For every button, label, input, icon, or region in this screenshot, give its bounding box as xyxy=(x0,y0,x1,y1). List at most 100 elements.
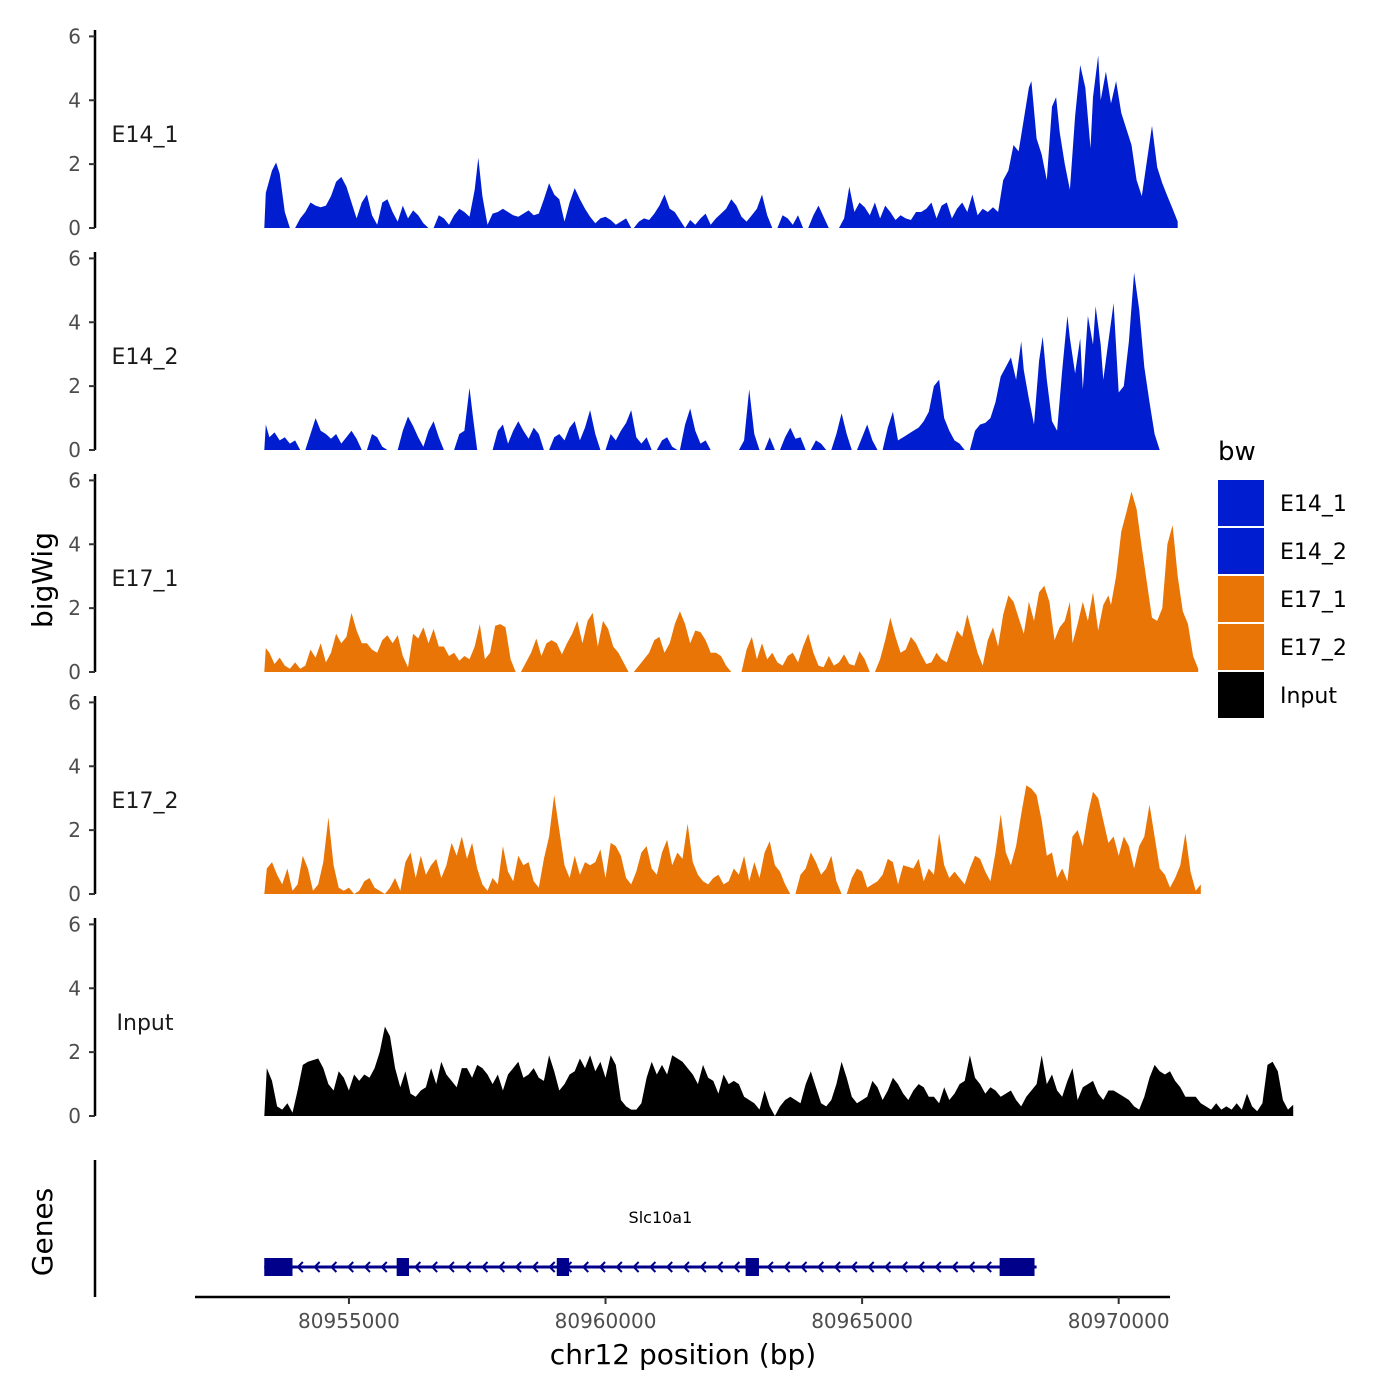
track-label-e17-1: E17_1 xyxy=(112,567,179,592)
y-tick-label: 2 xyxy=(68,152,81,176)
strand-arrow xyxy=(497,1261,506,1273)
legend-swatch-input xyxy=(1218,672,1264,718)
coverage-area-e17-2 xyxy=(264,785,1201,894)
strand-arrow xyxy=(833,1261,841,1273)
strand-arrow xyxy=(884,1261,892,1273)
coverage-area-e14-1 xyxy=(264,55,1178,228)
legend-swatch-e17-2 xyxy=(1218,624,1264,670)
strand-arrow xyxy=(934,1261,942,1273)
track-e17-1: 0 2 4 6 E17_1 xyxy=(68,468,1199,684)
exon-block xyxy=(999,1258,1035,1276)
y-tick-label: 4 xyxy=(68,976,81,1000)
strand-arrow xyxy=(716,1261,724,1273)
legend-swatch-e14-2 xyxy=(1218,528,1264,574)
strand-arrow xyxy=(917,1261,925,1273)
y-axis-title: bigWig xyxy=(26,532,59,628)
y-tick-label: 2 xyxy=(68,818,81,842)
strand-arrow xyxy=(430,1261,438,1273)
legend-label-e17-2: E17_2 xyxy=(1280,636,1347,661)
y-tick-label: 2 xyxy=(68,596,81,620)
legend-label-e14-2: E14_2 xyxy=(1280,540,1347,565)
strand-arrow xyxy=(800,1261,808,1273)
strand-arrow xyxy=(699,1261,707,1273)
strand-arrow xyxy=(766,1261,774,1273)
strand-arrow xyxy=(313,1261,321,1273)
track-e17-2: 0 2 4 6 E17_2 xyxy=(68,690,1201,906)
strand-arrow xyxy=(984,1261,992,1273)
strand-arrow xyxy=(816,1261,825,1273)
gene-name-label: Slc10a1 xyxy=(629,1208,693,1227)
track-e14-2: 0 2 4 6 E14_2 xyxy=(68,246,1160,462)
x-tick-label: 80960000 xyxy=(555,1309,657,1333)
legend-label-input: Input xyxy=(1280,684,1337,709)
strand-arrow xyxy=(682,1261,690,1273)
track-label-input: Input xyxy=(117,1011,174,1036)
track-e14-1: 0 2 4 6 E14_1 xyxy=(68,24,1178,240)
y-tick-label: 6 xyxy=(68,246,81,270)
y-tick-label: 4 xyxy=(68,88,81,112)
strand-arrow xyxy=(900,1261,908,1273)
strand-arrow xyxy=(951,1261,959,1273)
y-tick-label: 2 xyxy=(68,1040,81,1064)
y-tick-label: 0 xyxy=(68,660,81,684)
legend-swatch-e14-1 xyxy=(1218,480,1264,526)
strand-arrow xyxy=(548,1261,556,1273)
strand-arrow xyxy=(649,1261,657,1273)
strand-arrow xyxy=(783,1261,791,1273)
strand-arrow xyxy=(867,1261,875,1273)
x-tick-label: 80970000 xyxy=(1068,1309,1170,1333)
legend-swatch-e17-1 xyxy=(1218,576,1264,622)
strand-arrow xyxy=(464,1261,472,1273)
track-label-e14-1: E14_1 xyxy=(112,123,179,148)
y-tick-label: 4 xyxy=(68,310,81,334)
y-tick-label: 6 xyxy=(68,690,81,714)
exon-block xyxy=(396,1258,409,1276)
track-label-e17-2: E17_2 xyxy=(112,789,179,814)
x-tick-label: 80955000 xyxy=(298,1309,400,1333)
y-tick-label: 0 xyxy=(68,1104,81,1128)
y-tick-label: 2 xyxy=(68,374,81,398)
strand-arrow xyxy=(632,1261,640,1273)
y-tick-label: 4 xyxy=(68,754,81,778)
strand-arrow xyxy=(615,1261,623,1273)
strand-arrow xyxy=(363,1261,371,1273)
y-tick-label: 0 xyxy=(68,216,81,240)
strand-arrow xyxy=(732,1261,741,1273)
strand-arrow xyxy=(346,1261,354,1273)
strand-arrow xyxy=(598,1261,606,1273)
y-tick-label: 0 xyxy=(68,438,81,462)
strand-arrow xyxy=(850,1261,858,1273)
legend: bw E14_1 E14_2 E17_1 E17_2 Input xyxy=(1218,437,1347,718)
strand-arrow xyxy=(330,1261,338,1273)
exon-block xyxy=(264,1258,293,1276)
strand-arrow xyxy=(581,1261,589,1273)
coverage-area-e14-2 xyxy=(264,272,1160,450)
strand-arrow xyxy=(447,1261,455,1273)
strand-arrow xyxy=(380,1261,388,1273)
x-tick-label: 80965000 xyxy=(811,1309,913,1333)
y-tick-label: 6 xyxy=(68,912,81,936)
strand-arrow xyxy=(413,1261,422,1273)
x-axis-title: chr12 position (bp) xyxy=(550,1338,816,1371)
strand-arrow xyxy=(296,1261,304,1273)
strand-arrow xyxy=(481,1261,489,1273)
y-tick-label: 6 xyxy=(68,468,81,492)
genes-axis-title: Genes xyxy=(26,1188,59,1276)
x-axis: 80955000 80960000 80965000 80970000 xyxy=(195,1295,1170,1333)
y-tick-label: 6 xyxy=(68,24,81,48)
strand-arrow xyxy=(968,1261,976,1273)
gene-track: Slc10a1 xyxy=(93,1160,1037,1297)
legend-label-e14-1: E14_1 xyxy=(1280,492,1347,517)
coverage-area-e17-1 xyxy=(264,491,1199,672)
strand-arrow xyxy=(665,1261,673,1273)
exon-block xyxy=(745,1258,759,1276)
track-label-e14-2: E14_2 xyxy=(112,345,179,370)
y-tick-label: 4 xyxy=(68,532,81,556)
track-input: 0 2 4 6 Input xyxy=(68,912,1294,1128)
exon-block xyxy=(556,1258,570,1276)
strand-arrow xyxy=(514,1261,522,1273)
legend-title: bw xyxy=(1218,437,1256,467)
y-tick-label: 0 xyxy=(68,882,81,906)
legend-label-e17-1: E17_1 xyxy=(1280,588,1347,613)
